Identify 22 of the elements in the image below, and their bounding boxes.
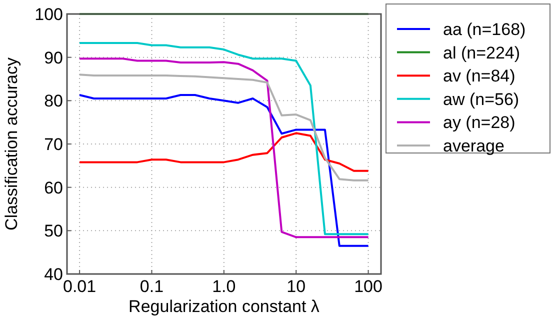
x-tick-label: 1.0 bbox=[212, 277, 236, 296]
x-tick-label: 100 bbox=[354, 277, 382, 296]
line-series bbox=[78, 94, 370, 247]
legend-label: average bbox=[443, 136, 504, 156]
legend-label: ay (n=28) bbox=[443, 113, 516, 132]
legend-label: av (n=84) bbox=[443, 66, 516, 86]
y-tick-label: 70 bbox=[44, 135, 63, 154]
legend-label: al (n=224) bbox=[443, 43, 520, 62]
y-tick-label: 90 bbox=[44, 48, 63, 68]
y-tick-label: 60 bbox=[44, 178, 63, 198]
legend-label: aa (n=168) bbox=[443, 20, 526, 39]
y-tick-label: 80 bbox=[44, 92, 63, 111]
legend-label: aw (n=56) bbox=[443, 90, 520, 109]
y-tick-label: 40 bbox=[44, 265, 63, 284]
line-series bbox=[78, 132, 370, 172]
x-tick-label: 0.1 bbox=[140, 277, 164, 296]
y-tick-label: 100 bbox=[34, 5, 63, 24]
y-tick-label: 50 bbox=[44, 222, 63, 241]
x-axis-title: Regularization constant λ bbox=[128, 297, 320, 316]
x-tick-label: 0.01 bbox=[63, 277, 96, 296]
y-axis-title: Classification accuracy bbox=[2, 57, 21, 230]
x-tick-label: 10 bbox=[286, 277, 306, 296]
